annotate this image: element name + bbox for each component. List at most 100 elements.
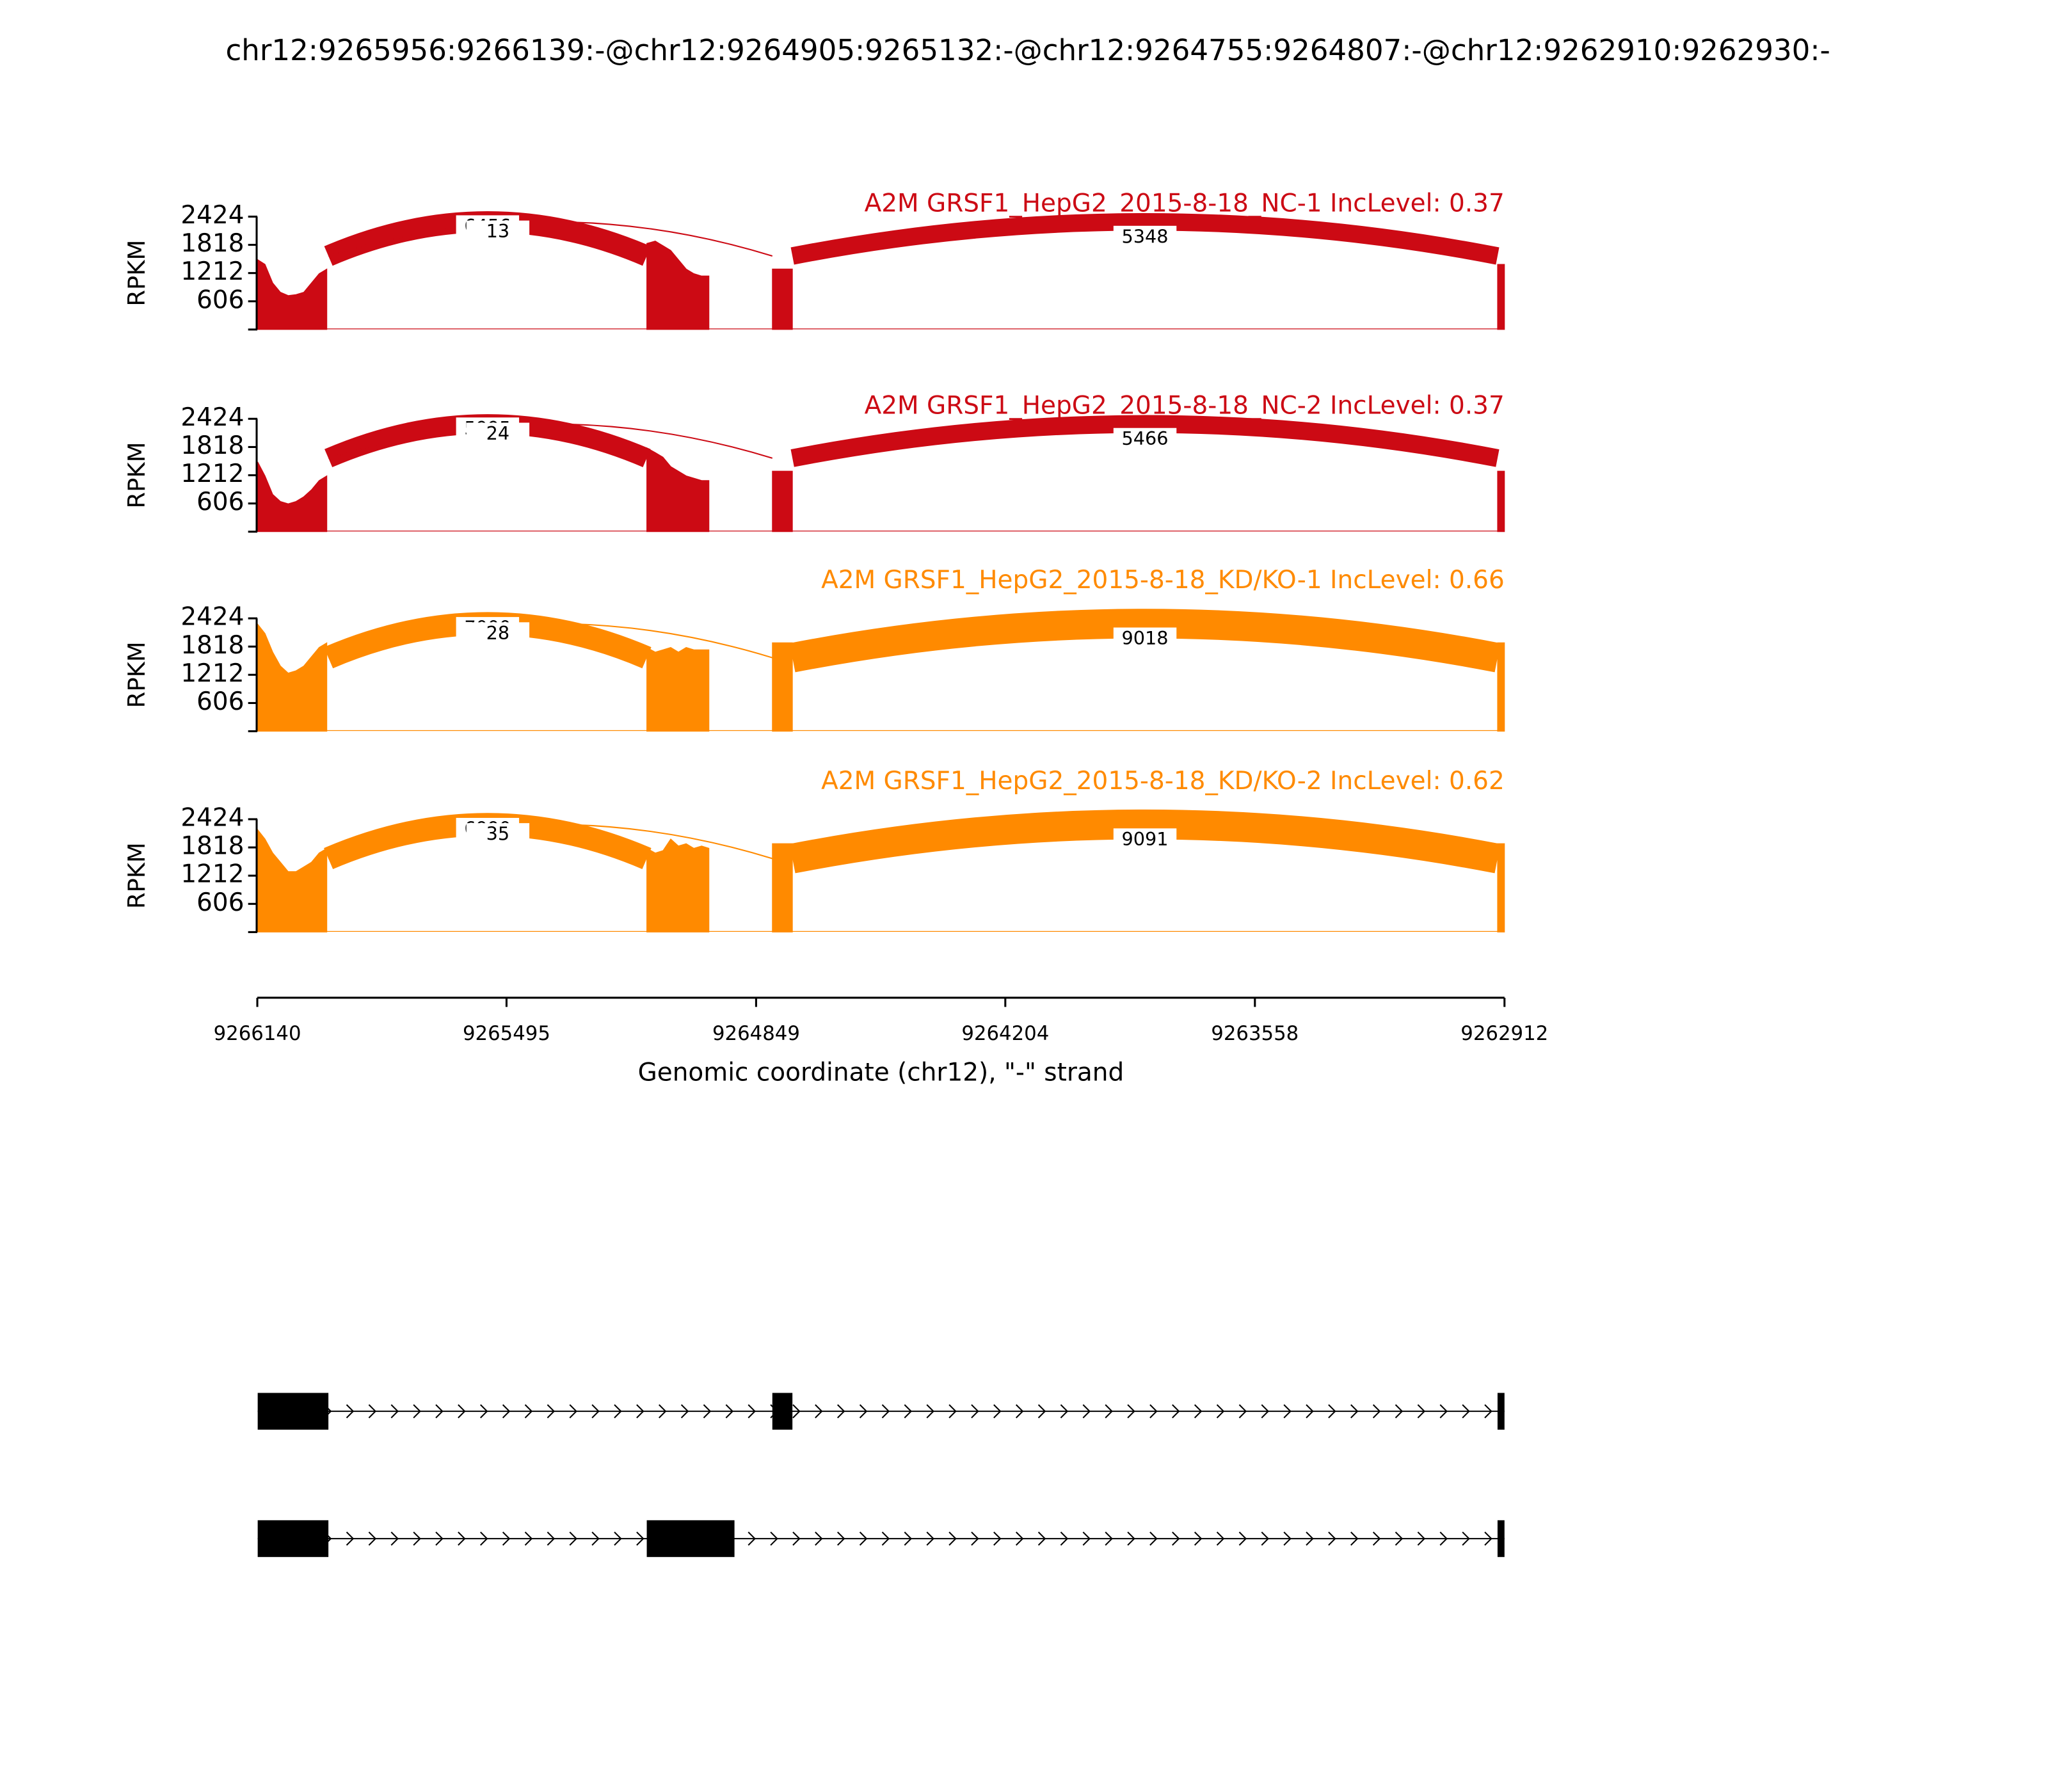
y-tick-label: 606 <box>196 488 244 516</box>
junction-label-bg <box>466 622 530 646</box>
strand-chevron <box>368 1404 377 1419</box>
junction-label-bg <box>1113 828 1177 852</box>
y-tick-label: 1818 <box>180 631 244 660</box>
exon <box>646 1520 735 1557</box>
y-axis-label: RPKM <box>123 240 150 307</box>
strand-chevron <box>413 1532 421 1546</box>
strand-chevron <box>569 1404 577 1419</box>
coverage-area <box>646 838 710 932</box>
strand-chevron <box>480 1404 488 1419</box>
junction-count: 9018 <box>1122 627 1169 649</box>
strand-chevron <box>346 1404 355 1419</box>
strand-chevron <box>1306 1532 1314 1546</box>
coverage-area <box>1497 470 1505 532</box>
strand-chevron <box>591 1404 600 1419</box>
strand-chevron <box>1037 1404 1046 1419</box>
strand-chevron <box>1194 1404 1203 1419</box>
junction-count: 9091 <box>1122 828 1169 850</box>
strand-chevron <box>1417 1532 1426 1546</box>
y-axis-label: RPKM <box>123 842 150 909</box>
junction-count: 28 <box>486 622 510 644</box>
strand-chevron <box>1261 1404 1269 1419</box>
strand-chevron <box>1238 1532 1247 1546</box>
x-tick-label: 9266140 <box>214 1022 301 1045</box>
junction-label-bg <box>466 823 530 847</box>
junction-count: 5466 <box>1122 428 1169 449</box>
junction-arc <box>328 824 773 860</box>
junction-arc <box>328 423 773 459</box>
strand-chevron <box>1484 1532 1492 1546</box>
strand-chevron <box>1395 1532 1404 1546</box>
strand-chevron <box>1037 1532 1046 1546</box>
strand-chevron <box>1238 1404 1247 1419</box>
coverage-area <box>772 268 793 330</box>
coverage-area <box>772 843 793 932</box>
junction-count: 5348 <box>1122 225 1169 247</box>
coverage-area <box>646 646 710 732</box>
strand-chevron <box>1127 1532 1135 1546</box>
strand-chevron <box>1216 1404 1225 1419</box>
strand-chevron <box>614 1532 622 1546</box>
strand-chevron <box>502 1532 511 1546</box>
y-tick-label: 2424 <box>180 804 244 833</box>
x-tick-label: 9265495 <box>463 1022 550 1045</box>
exon <box>257 1520 329 1557</box>
strand-chevron <box>836 1404 845 1419</box>
junction-count: 35 <box>486 823 510 845</box>
strand-chevron <box>1439 1532 1448 1546</box>
chart-title: chr12:9265956:9266139:-@chr12:9264905:92… <box>225 33 1830 67</box>
strand-chevron <box>547 1532 556 1546</box>
x-tick-label: 9264204 <box>961 1022 1049 1045</box>
strand-chevron <box>458 1532 466 1546</box>
strand-chevron <box>480 1532 488 1546</box>
y-tick-label: 606 <box>196 888 244 917</box>
junction-arc <box>789 809 1501 874</box>
panel-label: A2M GRSF1_HepG2_2015-8-18_KD/KO-2 IncLev… <box>821 767 1505 796</box>
strand-chevron <box>971 1404 979 1419</box>
strand-chevron <box>390 1404 399 1419</box>
strand-chevron <box>1149 1404 1158 1419</box>
y-tick-label: 2424 <box>180 603 244 632</box>
strand-chevron <box>1484 1404 1492 1419</box>
strand-chevron <box>659 1404 667 1419</box>
coverage-area <box>257 623 328 732</box>
junction-count: 24 <box>486 422 510 444</box>
coverage-area <box>646 447 710 532</box>
y-tick-label: 1818 <box>180 229 244 258</box>
strand-chevron <box>1082 1532 1091 1546</box>
y-tick-label: 1818 <box>180 431 244 460</box>
strand-chevron <box>859 1532 868 1546</box>
exon <box>1497 1393 1505 1430</box>
strand-chevron <box>435 1404 444 1419</box>
coverage-area <box>772 470 793 532</box>
strand-chevron <box>926 1532 934 1546</box>
strand-chevron <box>636 1532 644 1546</box>
strand-chevron <box>1328 1532 1336 1546</box>
exon <box>772 1393 793 1430</box>
strand-chevron <box>1372 1404 1381 1419</box>
panel-label: A2M GRSF1_HepG2_2015-8-18_NC-1 IncLevel:… <box>865 189 1505 218</box>
strand-chevron <box>390 1532 399 1546</box>
junction-arc <box>328 221 773 257</box>
strand-chevron <box>636 1404 644 1419</box>
strand-chevron <box>748 1404 756 1419</box>
coverage-area <box>646 241 710 330</box>
strand-chevron <box>748 1532 756 1546</box>
y-tick-label: 1818 <box>180 832 244 861</box>
strand-chevron <box>569 1532 577 1546</box>
junction-label-bg <box>1113 627 1177 652</box>
strand-chevron <box>1216 1532 1225 1546</box>
strand-chevron <box>1261 1532 1269 1546</box>
strand-chevron <box>948 1532 957 1546</box>
strand-chevron <box>614 1404 622 1419</box>
coverage-area <box>1497 642 1505 732</box>
panel-label: A2M GRSF1_HepG2_2015-8-18_KD/KO-1 IncLev… <box>821 566 1505 595</box>
y-tick-label: 1212 <box>180 257 244 286</box>
strand-chevron <box>591 1532 600 1546</box>
y-tick-label: 606 <box>196 687 244 716</box>
strand-chevron <box>1060 1404 1069 1419</box>
y-tick-label: 606 <box>196 285 244 314</box>
exon <box>257 1393 329 1430</box>
junction-label-bg <box>1113 225 1177 250</box>
